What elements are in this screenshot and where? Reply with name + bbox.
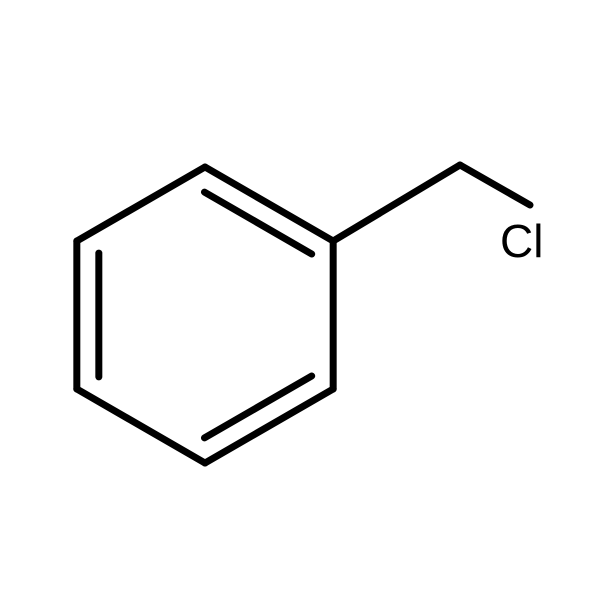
molecule-diagram: Cl: [0, 0, 600, 600]
chlorine-label: Cl: [500, 215, 543, 267]
